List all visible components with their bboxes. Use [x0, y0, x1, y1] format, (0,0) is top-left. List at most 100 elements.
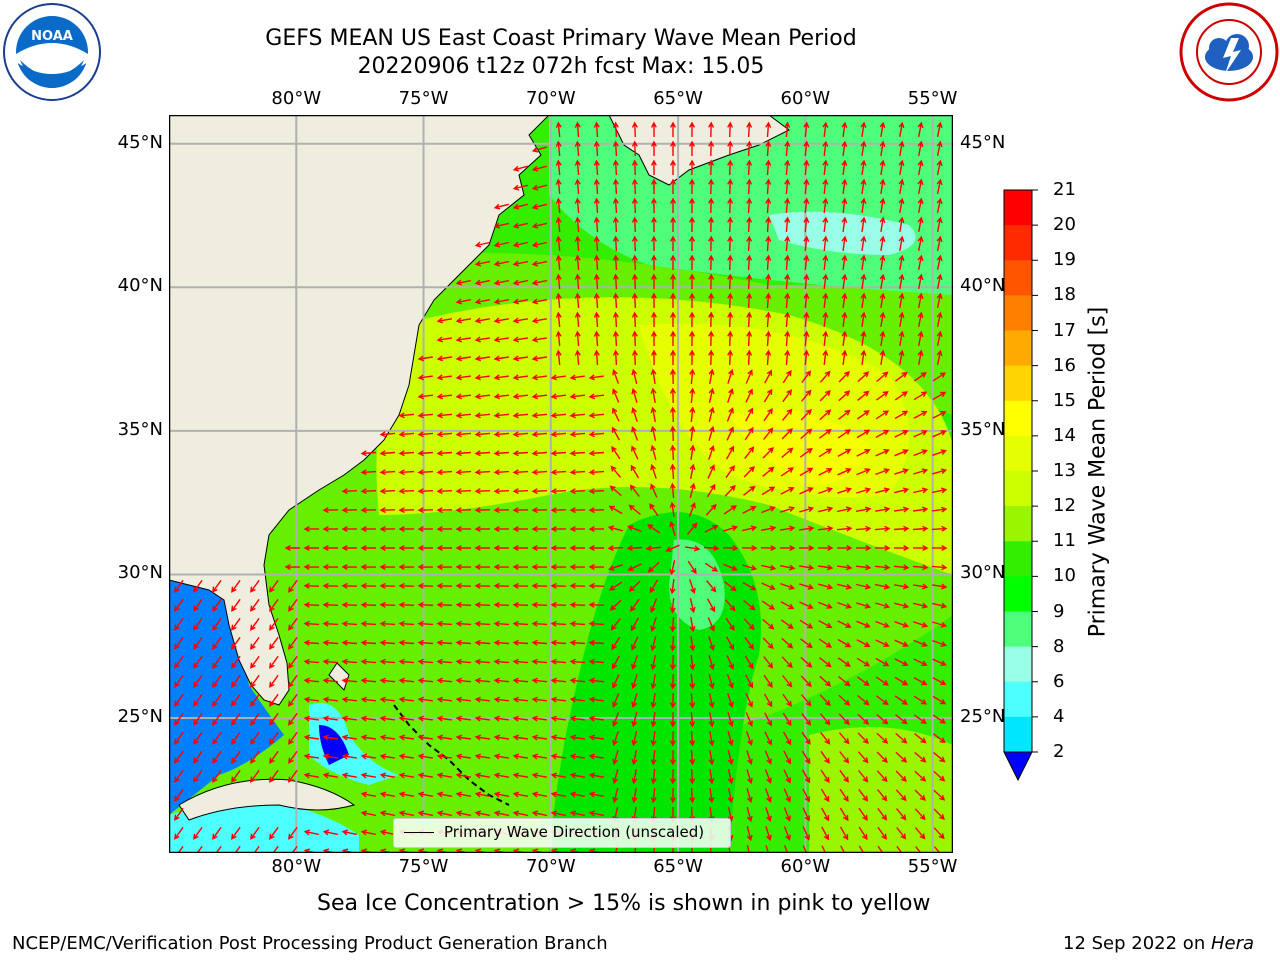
- wave-arrow: [687, 560, 697, 575]
- wave-arrow: [875, 429, 890, 439]
- wave-arrow: [879, 178, 886, 195]
- wave-arrow: [799, 448, 813, 458]
- wave-arrow: [837, 583, 853, 590]
- wave-arrow: [360, 829, 376, 836]
- wave-arrow: [398, 450, 415, 457]
- wave-arrow: [912, 544, 929, 552]
- wave-arrow: [360, 469, 377, 476]
- wave-arrow: [817, 544, 834, 552]
- wave-arrow: [612, 140, 619, 157]
- wave-arrow: [818, 468, 833, 476]
- wave-arrow: [193, 636, 203, 650]
- wave-arrow: [783, 769, 791, 784]
- wave-arrow: [417, 601, 434, 608]
- lon-tick-bottom: 70°W: [525, 856, 576, 877]
- colorbar-label: 6: [1053, 670, 1065, 692]
- wave-arrow: [689, 406, 696, 423]
- wave-arrow: [531, 488, 548, 495]
- wave-arrow: [574, 159, 581, 176]
- wave-arrow: [588, 412, 605, 419]
- wave-arrow: [781, 637, 794, 649]
- wave-arrow: [631, 426, 639, 441]
- wave-arrow: [398, 544, 414, 552]
- wave-arrow: [895, 808, 907, 821]
- wave-arrow: [193, 826, 203, 840]
- wave-arrow: [398, 582, 415, 589]
- wave-arrow: [398, 772, 415, 779]
- colorbar-swatch: [1004, 471, 1032, 507]
- wave-arrow: [745, 407, 754, 422]
- wave-arrow: [474, 639, 491, 646]
- wave-arrow: [550, 507, 567, 514]
- wave-arrow: [555, 121, 562, 138]
- wave-arrow: [875, 695, 889, 706]
- wave-arrow: [288, 826, 298, 840]
- wave-arrow: [669, 482, 676, 499]
- wave-arrow: [763, 388, 773, 403]
- wave-arrow: [781, 447, 794, 459]
- wave-arrow: [628, 580, 641, 592]
- wave-arrow: [745, 369, 753, 384]
- wave-arrow: [531, 544, 547, 552]
- wave-arrow: [569, 469, 586, 476]
- wave-arrow: [322, 696, 338, 703]
- wave-arrow: [379, 791, 396, 798]
- wave-arrow: [746, 292, 753, 309]
- wave-arrow: [531, 469, 548, 476]
- colorbar-title: Primary Wave Mean Period [s]: [1085, 306, 1111, 638]
- wave-arrow: [689, 654, 696, 671]
- wave-arrow: [174, 826, 184, 840]
- wave-arrow: [593, 197, 600, 214]
- wave-arrow: [493, 525, 510, 533]
- wave-arrow: [669, 311, 677, 327]
- wave-arrow: [894, 410, 909, 420]
- wave-arrow: [726, 655, 734, 670]
- wave-arrow: [917, 121, 924, 138]
- wave-arrow: [895, 789, 907, 802]
- wave-arrow: [857, 732, 869, 745]
- wave-arrow: [611, 636, 621, 651]
- wave-arrow: [612, 273, 619, 290]
- wave-arrow: [727, 769, 734, 785]
- period-band-12b: [169, 409, 953, 853]
- wave-arrow: [569, 525, 586, 533]
- wave-arrow: [398, 412, 415, 419]
- wave-arrow: [742, 525, 758, 532]
- wave-arrow: [417, 544, 433, 552]
- wave-arrow: [574, 178, 581, 195]
- wave-arrow: [631, 674, 638, 690]
- wave-arrow: [512, 658, 529, 665]
- lon-tick-bottom: 65°W: [653, 856, 703, 877]
- wave-arrow: [610, 465, 622, 478]
- wave-arrow: [455, 374, 471, 381]
- wave-arrow: [837, 429, 852, 439]
- colorbar-label: 12: [1053, 495, 1076, 517]
- wave-arrow: [474, 450, 491, 457]
- wave-arrow: [455, 525, 472, 533]
- wave-arrow: [531, 298, 548, 305]
- wave-arrow: [800, 389, 812, 402]
- wave-arrow: [765, 235, 772, 252]
- wave-arrow: [588, 393, 605, 400]
- wave-arrow: [822, 197, 829, 213]
- wave-arrow: [417, 639, 434, 646]
- wave-arrow: [650, 235, 657, 252]
- wave-arrow: [761, 486, 776, 496]
- wave-arrow: [512, 507, 529, 514]
- wave-arrow: [531, 412, 548, 419]
- wave-arrow: [746, 750, 753, 765]
- wave-arrow: [612, 693, 620, 708]
- wave-arrow: [650, 731, 657, 747]
- wave-arrow: [231, 617, 241, 631]
- wave-arrow: [512, 317, 529, 324]
- wave-arrow: [800, 675, 812, 688]
- wave-arrow: [917, 292, 924, 309]
- wave-arrow: [856, 583, 872, 590]
- wave-arrow: [455, 772, 472, 779]
- lon-tick-bottom: 60°W: [780, 856, 831, 877]
- wave-arrow: [174, 598, 184, 612]
- wave-arrow: [588, 544, 604, 552]
- wave-arrow: [784, 330, 791, 347]
- wave-arrow: [588, 772, 605, 779]
- wave-arrow: [360, 488, 377, 495]
